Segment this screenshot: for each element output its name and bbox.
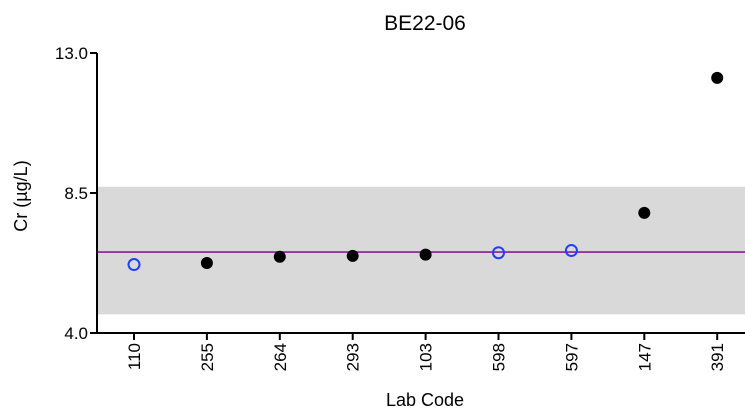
data-point-255 — [200, 257, 213, 269]
data-point-598 — [492, 246, 505, 260]
x-tick-label-5: 598 — [490, 343, 509, 371]
plot-area: 4.0 8.5 13.0 110 255 264 293 103 598 597 147 391 — [55, 44, 745, 371]
x-tick-label-2: 264 — [271, 343, 290, 371]
data-point-110 — [127, 258, 141, 272]
y-axis-label: Cr (µg/L) — [11, 160, 31, 231]
data-point-391 — [711, 71, 724, 84]
y-tick-label-1: 8.5 — [64, 184, 88, 203]
x-tick-label-8: 391 — [708, 343, 727, 371]
acceptance-band — [97, 186, 745, 315]
data-point-103 — [419, 248, 432, 261]
y-tick-label-2: 13.0 — [55, 44, 88, 63]
x-axis-label: Lab Code — [386, 390, 464, 410]
x-tick-label-6: 597 — [562, 343, 581, 371]
x-tick-label-0: 110 — [125, 343, 144, 370]
data-point-597 — [564, 244, 578, 258]
data-point-293 — [346, 249, 359, 262]
data-point-147 — [638, 206, 651, 219]
x-tick-label-3: 293 — [344, 343, 363, 371]
x-tick-label-1: 255 — [198, 343, 217, 371]
x-tick-label-4: 103 — [417, 343, 436, 371]
x-tick-label-7: 147 — [635, 343, 654, 371]
data-point-264 — [273, 250, 286, 263]
chart-title: BE22-06 — [384, 12, 466, 35]
y-tick-label-0: 4.0 — [64, 324, 88, 343]
